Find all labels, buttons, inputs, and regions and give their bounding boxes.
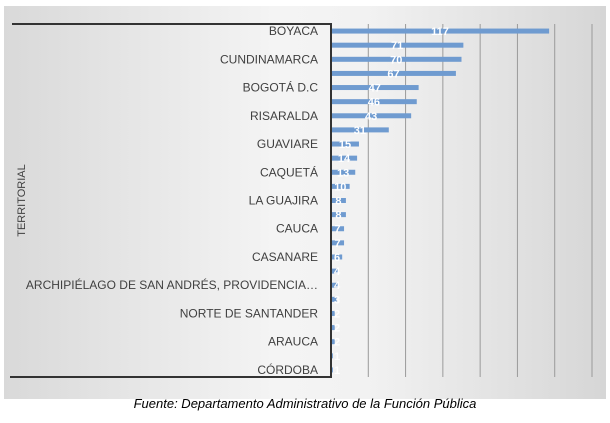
category-label: CÓRDOBA <box>257 362 318 377</box>
bar <box>331 310 335 316</box>
bar <box>331 113 412 119</box>
bar <box>331 56 462 62</box>
bar <box>331 183 350 189</box>
bar <box>331 240 345 246</box>
bar <box>331 198 346 203</box>
chart-area: 117 BOYACA 71 70 CUNDINAMARCA 67 47 BOGOTÁ D.C 4… <box>4 6 606 399</box>
category-label: LA GUAJIRA <box>249 194 318 208</box>
data-label: 3 <box>334 294 340 306</box>
bar <box>331 282 339 288</box>
source-caption: Fuente: Departamento Administrativo de l… <box>133 396 477 411</box>
data-label: 13 <box>337 167 349 179</box>
category-label: ARAUCA <box>268 335 318 349</box>
bar <box>331 339 335 345</box>
y-axis-label: TERRITORIAL <box>16 164 28 237</box>
category-label: RISARALDA <box>250 109 318 123</box>
bar <box>331 268 339 274</box>
data-label: 117 <box>431 26 449 38</box>
data-label: 2 <box>334 308 340 320</box>
data-label: 71 <box>391 40 403 52</box>
category-label: NORTE DE SANTANDER <box>180 306 319 320</box>
bar <box>331 85 419 91</box>
category-label: ARCHIPIÉLAGO DE SAN ANDRÉS, PROVIDENCIA… <box>26 277 318 292</box>
category-label: CUNDINAMARCA <box>220 52 318 66</box>
bar <box>331 70 456 76</box>
data-label: 1 <box>334 351 340 363</box>
data-label: 15 <box>339 139 351 151</box>
bar <box>331 127 389 133</box>
axis-bracket <box>10 23 332 378</box>
bar <box>331 155 358 161</box>
data-label: 7 <box>334 224 340 236</box>
data-label: 2 <box>334 323 340 335</box>
data-label: 31 <box>354 125 366 137</box>
data-label: 6 <box>334 252 340 264</box>
category-label: GUAVIARE <box>257 137 318 151</box>
bar <box>331 99 417 105</box>
bar <box>331 169 356 175</box>
category-label: BOYACA <box>269 24 318 38</box>
bar <box>331 296 337 302</box>
bar <box>331 42 464 48</box>
data-label: 4 <box>334 280 341 292</box>
data-label: 10 <box>334 181 346 193</box>
bar <box>331 212 346 218</box>
data-label: 67 <box>387 68 399 80</box>
data-label: 8 <box>335 210 341 222</box>
data-label: 70 <box>390 54 402 66</box>
data-label: 46 <box>368 97 380 109</box>
data-label: 8 <box>335 196 341 208</box>
data-label: 1 <box>334 365 340 377</box>
data-label: 47 <box>369 83 381 95</box>
bar <box>331 28 550 34</box>
category-label: CAQUETÁ <box>260 164 318 179</box>
data-label: 14 <box>338 153 351 165</box>
data-label: 4 <box>334 266 341 278</box>
category-label: CASANARE <box>252 250 318 264</box>
category-label: BOGOTÁ D.C <box>243 80 319 95</box>
bar <box>331 141 359 147</box>
bar <box>331 254 343 260</box>
data-label: 7 <box>334 238 340 250</box>
bar <box>331 325 335 331</box>
bar <box>331 226 345 232</box>
data-label: 43 <box>365 111 377 123</box>
category-label: CAUCA <box>276 222 318 236</box>
data-label: 2 <box>334 337 340 349</box>
